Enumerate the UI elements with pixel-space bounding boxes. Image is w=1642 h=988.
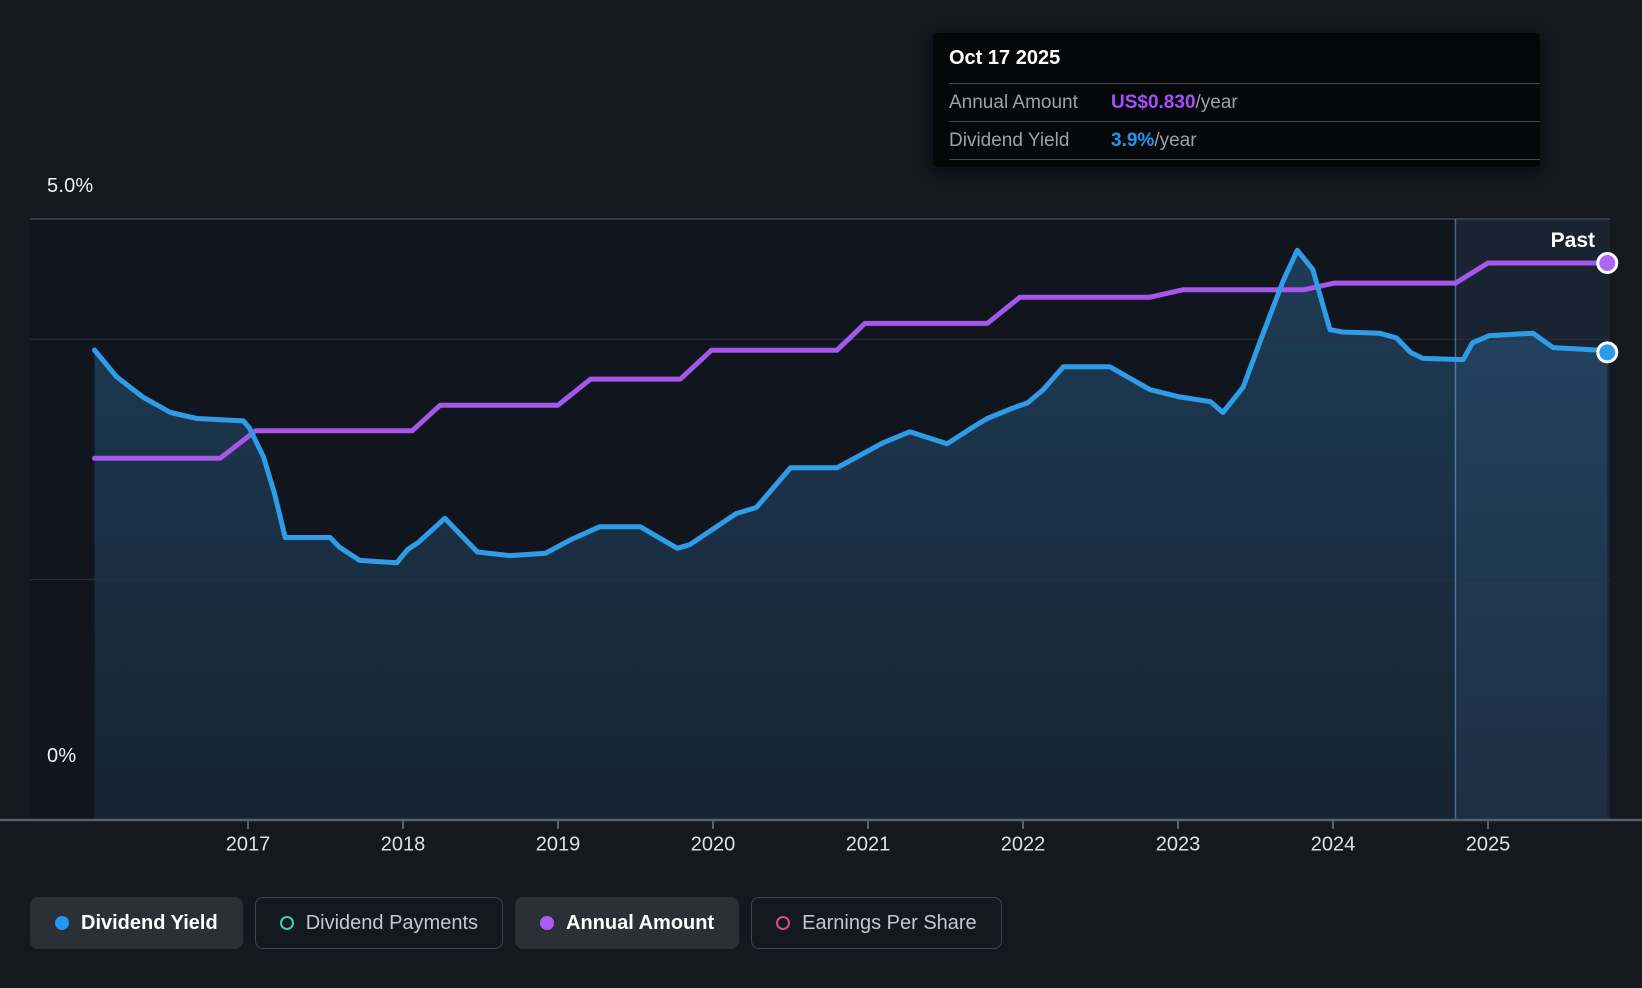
y-axis-min-label: 0% <box>47 745 77 767</box>
tooltip-date: Oct 17 2025 <box>949 46 1061 69</box>
tooltip-footer-divider <box>949 159 1540 167</box>
legend-toggle-dividend-payments[interactable]: Dividend Payments <box>254 897 504 949</box>
x-tick-label-2018: 2018 <box>381 833 426 855</box>
annual-amount-end-dot <box>1596 252 1619 274</box>
x-tick-label-2017: 2017 <box>226 833 271 855</box>
past-region-label: Past <box>1550 229 1595 252</box>
x-tick-label-2021: 2021 <box>846 833 891 855</box>
tooltip-row-dividend-yield: Dividend Yield 3.9% /year <box>949 121 1540 159</box>
dividend-yield-dot-icon <box>55 916 69 930</box>
annual-amount-line <box>92 260 1610 461</box>
legend-label: Annual Amount <box>566 911 715 934</box>
tooltip-value: 3.9% <box>1111 129 1155 151</box>
annual-amount-dot-icon <box>540 916 555 930</box>
chart-legend: Dividend Yield Dividend Payments Annual … <box>30 897 1002 949</box>
legend-toggle-annual-amount[interactable]: Annual Amount <box>515 897 740 949</box>
dividend-yield-area <box>94 250 1608 821</box>
tooltip-label: Dividend Yield <box>949 129 1070 151</box>
chart-tooltip: Oct 17 2025 Annual Amount US$0.830 /year… <box>933 33 1540 167</box>
tooltip-value-suffix: /year <box>1195 91 1238 113</box>
legend-label: Dividend Yield <box>81 911 218 934</box>
tooltip-label: Annual Amount <box>949 91 1078 113</box>
legend-label: Earnings Per Share <box>802 911 977 934</box>
x-tick-label-2019: 2019 <box>536 833 581 855</box>
legend-toggle-earnings-per-share[interactable]: Earnings Per Share <box>751 897 1002 949</box>
earnings-per-share-ring-icon <box>776 916 791 930</box>
x-tick-label-2022: 2022 <box>1001 833 1046 855</box>
y-axis-max-label: 5.0% <box>47 175 94 197</box>
dividend-payments-ring-icon <box>279 916 294 930</box>
x-tick-label-2024: 2024 <box>1311 833 1356 855</box>
tooltip-row-annual-amount: Annual Amount US$0.830 /year <box>949 83 1540 121</box>
x-tick-label-2020: 2020 <box>691 833 736 855</box>
dividend-yield-line <box>92 247 1610 566</box>
tooltip-value-suffix: /year <box>1154 129 1197 151</box>
x-tick-label-2023: 2023 <box>1156 833 1201 855</box>
legend-label: Dividend Payments <box>305 911 479 934</box>
dividend-yield-end-dot <box>1596 341 1619 364</box>
tooltip-value: US$0.830 <box>1111 91 1196 113</box>
legend-toggle-dividend-yield[interactable]: Dividend Yield <box>30 897 243 949</box>
x-tick-label-2025: 2025 <box>1466 833 1511 855</box>
